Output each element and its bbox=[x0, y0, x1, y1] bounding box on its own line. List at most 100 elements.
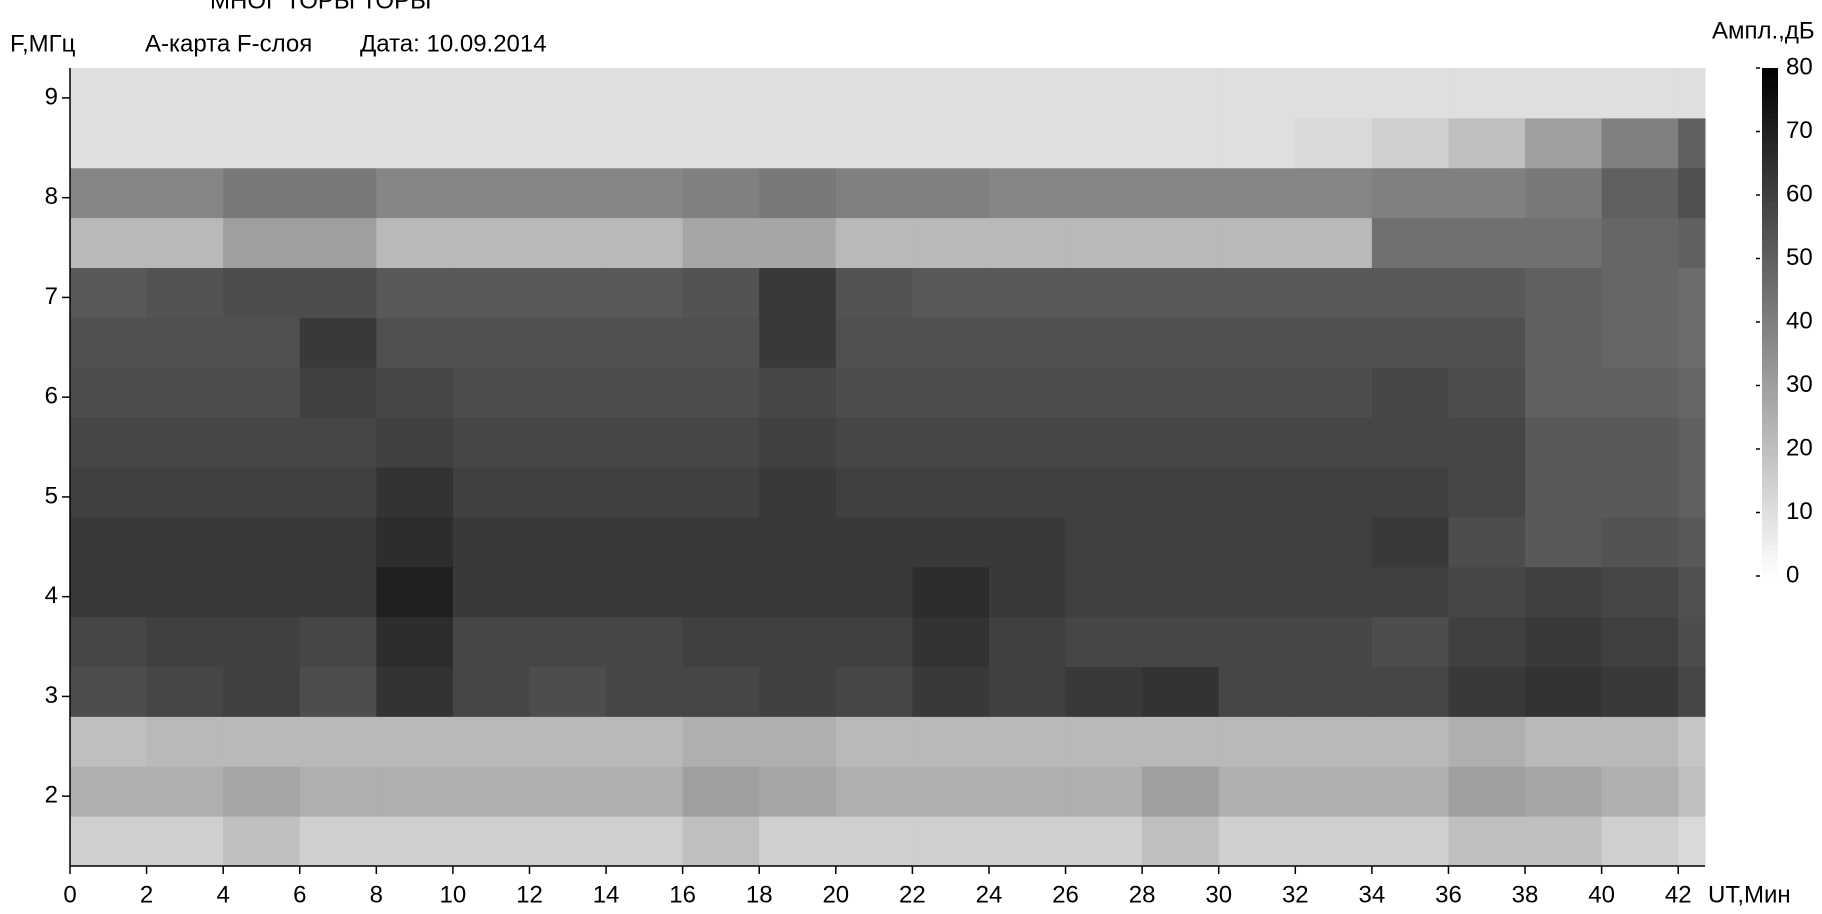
heatmap-cell bbox=[1678, 167, 1706, 219]
colorbar-step bbox=[1762, 417, 1778, 425]
heatmap-cell bbox=[682, 616, 760, 667]
heatmap-cell bbox=[759, 367, 837, 418]
colorbar-step bbox=[1762, 220, 1778, 228]
heatmap-cell bbox=[529, 766, 607, 817]
colorbar-step bbox=[1762, 175, 1778, 183]
colorbar-step bbox=[1762, 512, 1778, 520]
heatmap-cell bbox=[988, 367, 1067, 418]
heatmap-cell bbox=[606, 616, 684, 667]
colorbar-step bbox=[1762, 461, 1778, 469]
x-tick-label: 14 bbox=[593, 881, 620, 908]
colorbar-step bbox=[1762, 302, 1778, 310]
heatmap-cell bbox=[835, 367, 913, 418]
heatmap-cell bbox=[223, 417, 301, 468]
heatmap-cell bbox=[1371, 117, 1449, 169]
heatmap-cell bbox=[452, 716, 530, 767]
colorbar-step bbox=[1762, 283, 1778, 291]
heatmap-cell bbox=[1678, 616, 1706, 667]
heatmap-cell bbox=[606, 217, 684, 268]
heatmap-cell bbox=[1371, 666, 1449, 717]
heatmap-cell bbox=[1065, 417, 1143, 468]
heatmap-cell bbox=[1065, 766, 1143, 817]
heatmap-cell bbox=[912, 68, 990, 119]
heatmap-cell bbox=[529, 68, 607, 119]
heatmap-cell bbox=[529, 167, 607, 219]
heatmap-cell bbox=[835, 666, 913, 717]
x-tick-label: 38 bbox=[1512, 881, 1539, 908]
heatmap-cell bbox=[146, 217, 224, 268]
heatmap-cell bbox=[1678, 367, 1706, 418]
heatmap-cell bbox=[376, 117, 454, 169]
heatmap-cell bbox=[1678, 716, 1706, 767]
heatmap-cell bbox=[146, 417, 224, 468]
heatmap-cell bbox=[912, 616, 990, 667]
heatmap-cell bbox=[1525, 566, 1603, 618]
x-tick-label: 30 bbox=[1205, 881, 1232, 908]
colorbar-step bbox=[1762, 106, 1778, 113]
colorbar-step bbox=[1762, 525, 1778, 533]
colorbar-step bbox=[1762, 537, 1778, 545]
heatmap-cell bbox=[1295, 367, 1373, 418]
heatmap-cell bbox=[299, 217, 377, 268]
heatmap-cell bbox=[452, 616, 530, 667]
heatmap-cell bbox=[223, 766, 301, 817]
heatmap-cell bbox=[223, 117, 301, 169]
colorbar-step bbox=[1762, 150, 1778, 158]
heatmap-cell bbox=[682, 167, 760, 219]
colorbar-tick-label: 20 bbox=[1786, 434, 1813, 461]
heatmap-cell bbox=[606, 317, 684, 368]
heatmap-cell bbox=[912, 467, 990, 518]
y-axis-label: F,МГц bbox=[10, 30, 76, 57]
heatmap-cell bbox=[1371, 616, 1449, 667]
heatmap-cell bbox=[1142, 217, 1220, 268]
colorbar-step bbox=[1762, 334, 1778, 342]
heatmap-cell bbox=[452, 766, 530, 817]
x-tick-label: 36 bbox=[1435, 881, 1462, 908]
heatmap-cell bbox=[1142, 117, 1220, 169]
heatmap-cell bbox=[1601, 716, 1679, 767]
colorbar-step bbox=[1762, 258, 1778, 266]
heatmap-cell bbox=[70, 68, 148, 119]
colorbar-tick-label: 30 bbox=[1786, 371, 1813, 398]
heatmap-cell bbox=[1218, 666, 1296, 717]
heatmap-cell bbox=[452, 117, 530, 169]
heatmap-cell bbox=[70, 217, 148, 268]
heatmap-cell bbox=[1448, 367, 1526, 418]
colorbar-step bbox=[1762, 474, 1778, 482]
heatmap-cell bbox=[1065, 566, 1143, 618]
heatmap-cell bbox=[1525, 467, 1603, 518]
heatmap-cell bbox=[299, 616, 377, 667]
heatmap-cell bbox=[835, 267, 913, 318]
heatmap-cell bbox=[988, 267, 1067, 318]
heatmap-cell bbox=[223, 467, 301, 518]
heatmap-cell bbox=[1218, 68, 1296, 119]
heatmap-cell bbox=[70, 167, 148, 219]
heatmap-cell bbox=[835, 68, 913, 119]
heatmap-cell bbox=[1371, 716, 1449, 767]
colorbar-step bbox=[1762, 80, 1778, 88]
colorbar-step bbox=[1762, 290, 1778, 298]
heatmap-cell bbox=[1218, 217, 1296, 268]
heatmap-cell bbox=[912, 317, 990, 368]
heatmap-cell bbox=[988, 716, 1067, 767]
colorbar-tick-label: 50 bbox=[1786, 244, 1813, 271]
heatmap-cell bbox=[299, 516, 377, 568]
y-tick-label: 9 bbox=[45, 83, 58, 110]
heatmap-cell bbox=[1065, 217, 1143, 268]
heatmap-cell bbox=[452, 217, 530, 268]
heatmap-cell bbox=[1678, 217, 1706, 268]
heatmap-cell bbox=[835, 417, 913, 468]
heatmap-cell bbox=[682, 68, 760, 119]
heatmap-cell bbox=[1525, 766, 1603, 817]
heatmap-cell bbox=[1525, 666, 1603, 717]
heatmap-cell bbox=[529, 367, 607, 418]
x-tick-label: 16 bbox=[669, 881, 696, 908]
x-tick-label: 8 bbox=[370, 881, 383, 908]
heatmap-cell bbox=[988, 117, 1067, 169]
heatmap-cell bbox=[299, 68, 377, 119]
colorbar-step bbox=[1762, 468, 1778, 475]
heatmap-cell bbox=[1448, 417, 1526, 468]
heatmap-cell bbox=[759, 467, 837, 518]
heatmap-cell bbox=[452, 417, 530, 468]
colorbar-step bbox=[1762, 436, 1778, 444]
